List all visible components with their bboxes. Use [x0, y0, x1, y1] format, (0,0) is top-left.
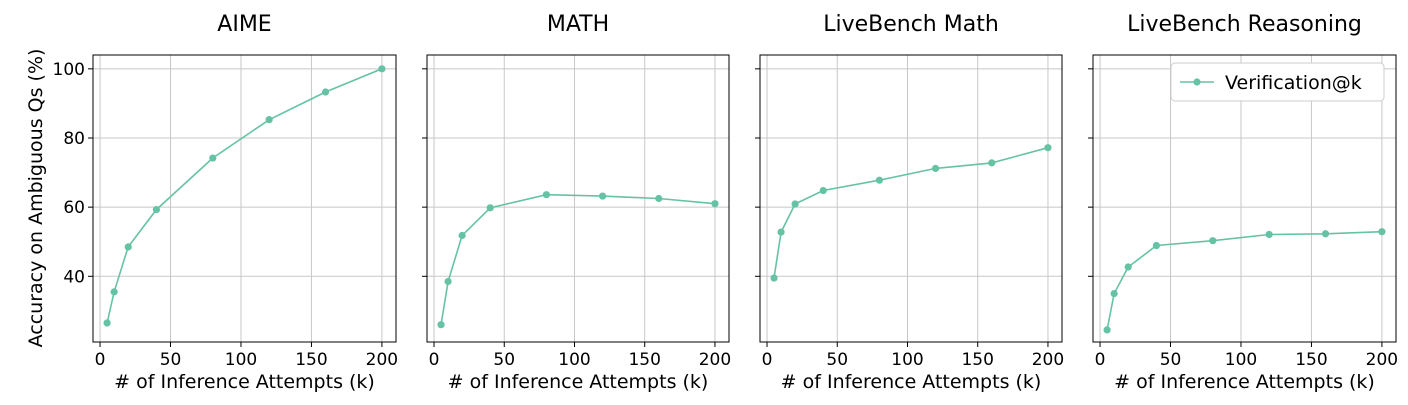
series-line [106, 68, 383, 324]
x-tick-label: 0 [95, 350, 106, 370]
data-point [1044, 144, 1052, 152]
panel-title: LiveBench Math [823, 12, 999, 37]
data-point [655, 194, 663, 203]
x-tick-label: 200 [699, 350, 731, 370]
data-point [1152, 241, 1161, 250]
data-point [152, 205, 161, 214]
x-tick-label: 100 [225, 350, 257, 370]
panel-4: 0 50 100 150 200 LiveBench Reasoning # of Infe… [1088, 12, 1398, 393]
x-tick-label: 150 [961, 350, 993, 370]
data-point [1321, 230, 1330, 238]
x-tick-label: 100 [558, 350, 590, 370]
data-point [1378, 228, 1386, 236]
x-axis-label: # of Inference Attempts (k) [114, 371, 375, 393]
axes-frame [426, 54, 730, 343]
series-line [440, 193, 716, 325]
legend: Verification@k [1170, 62, 1385, 102]
x-tick-label: 100 [1225, 350, 1257, 370]
x-tick-label: 50 [160, 350, 182, 370]
data-point [875, 176, 883, 184]
data-point [1265, 230, 1273, 239]
x-tick-label: 50 [826, 350, 848, 370]
data-point [1110, 289, 1118, 298]
panel-1: 0 50 100 150 200 40 60 80 100 AIME # of Inference … [53, 12, 399, 393]
x-tick-label: 150 [295, 350, 327, 370]
data-point [110, 288, 118, 296]
x-tick-label: 50 [493, 350, 515, 370]
data-point [378, 65, 386, 73]
data-point [437, 321, 445, 329]
data-point [458, 231, 466, 240]
axes-frame [759, 54, 1063, 343]
data-point [209, 154, 217, 162]
y-tick-label: 60 [63, 198, 85, 218]
x-tick-label: 50 [1160, 350, 1182, 370]
data-point [321, 88, 330, 96]
series-line [773, 146, 1049, 279]
x-tick-label: 150 [628, 350, 660, 370]
panels: 0 50 100 150 200 40 60 80 100 AIME # of Inference … [53, 12, 1399, 393]
x-tick-label: 0 [429, 350, 440, 370]
panel-2: 0 50 100 150 200 MATH # of Inference Attempts … [422, 12, 731, 393]
data-point [486, 204, 494, 212]
data-point [777, 228, 785, 236]
x-tick-label: 0 [762, 350, 773, 370]
data-point [819, 186, 827, 195]
axes-frame [92, 54, 397, 343]
x-tick-label: 150 [1295, 350, 1327, 370]
y-tick-label: 80 [63, 129, 85, 149]
panel-title: MATH [547, 12, 609, 37]
series-line [1106, 230, 1382, 331]
panel-3: 0 50 100 150 200 LiveBench Math # of Inference… [755, 12, 1064, 393]
panel-title: LiveBench Reasoning [1127, 12, 1362, 37]
y-tick-label: 40 [63, 267, 85, 287]
data-point [931, 164, 940, 173]
x-tick-label: 0 [1095, 350, 1106, 370]
data-point [1103, 326, 1111, 334]
panel-title: AIME [217, 12, 271, 37]
x-axis-label: # of Inference Attempts (k) [781, 371, 1042, 393]
axes-frame [1092, 54, 1397, 343]
data-point [770, 274, 778, 282]
x-tick-label: 100 [891, 350, 923, 370]
data-point [444, 277, 452, 286]
legend-label: Verification@k [1225, 72, 1362, 94]
x-tick-label: 200 [366, 350, 398, 370]
y-axis-label: Accuracy on Ambiguous Qs (%) [25, 49, 47, 348]
data-point [988, 159, 996, 167]
data-point [542, 191, 550, 199]
x-tick-label: 200 [1366, 350, 1398, 370]
legend-marker [1193, 78, 1201, 86]
x-tick-label: 200 [1032, 350, 1064, 370]
data-point [103, 319, 111, 327]
legend-box [1170, 62, 1385, 102]
data-point [1124, 263, 1132, 271]
data-point [711, 200, 719, 208]
data-point [124, 243, 132, 251]
data-point [598, 192, 607, 200]
data-point [1209, 237, 1217, 245]
y-tick-label: 100 [53, 60, 85, 80]
data-point [265, 116, 273, 124]
x-axis-label: # of Inference Attempts (k) [448, 371, 709, 393]
x-axis-label: # of Inference Attempts (k) [1114, 371, 1375, 393]
data-point [791, 200, 799, 208]
